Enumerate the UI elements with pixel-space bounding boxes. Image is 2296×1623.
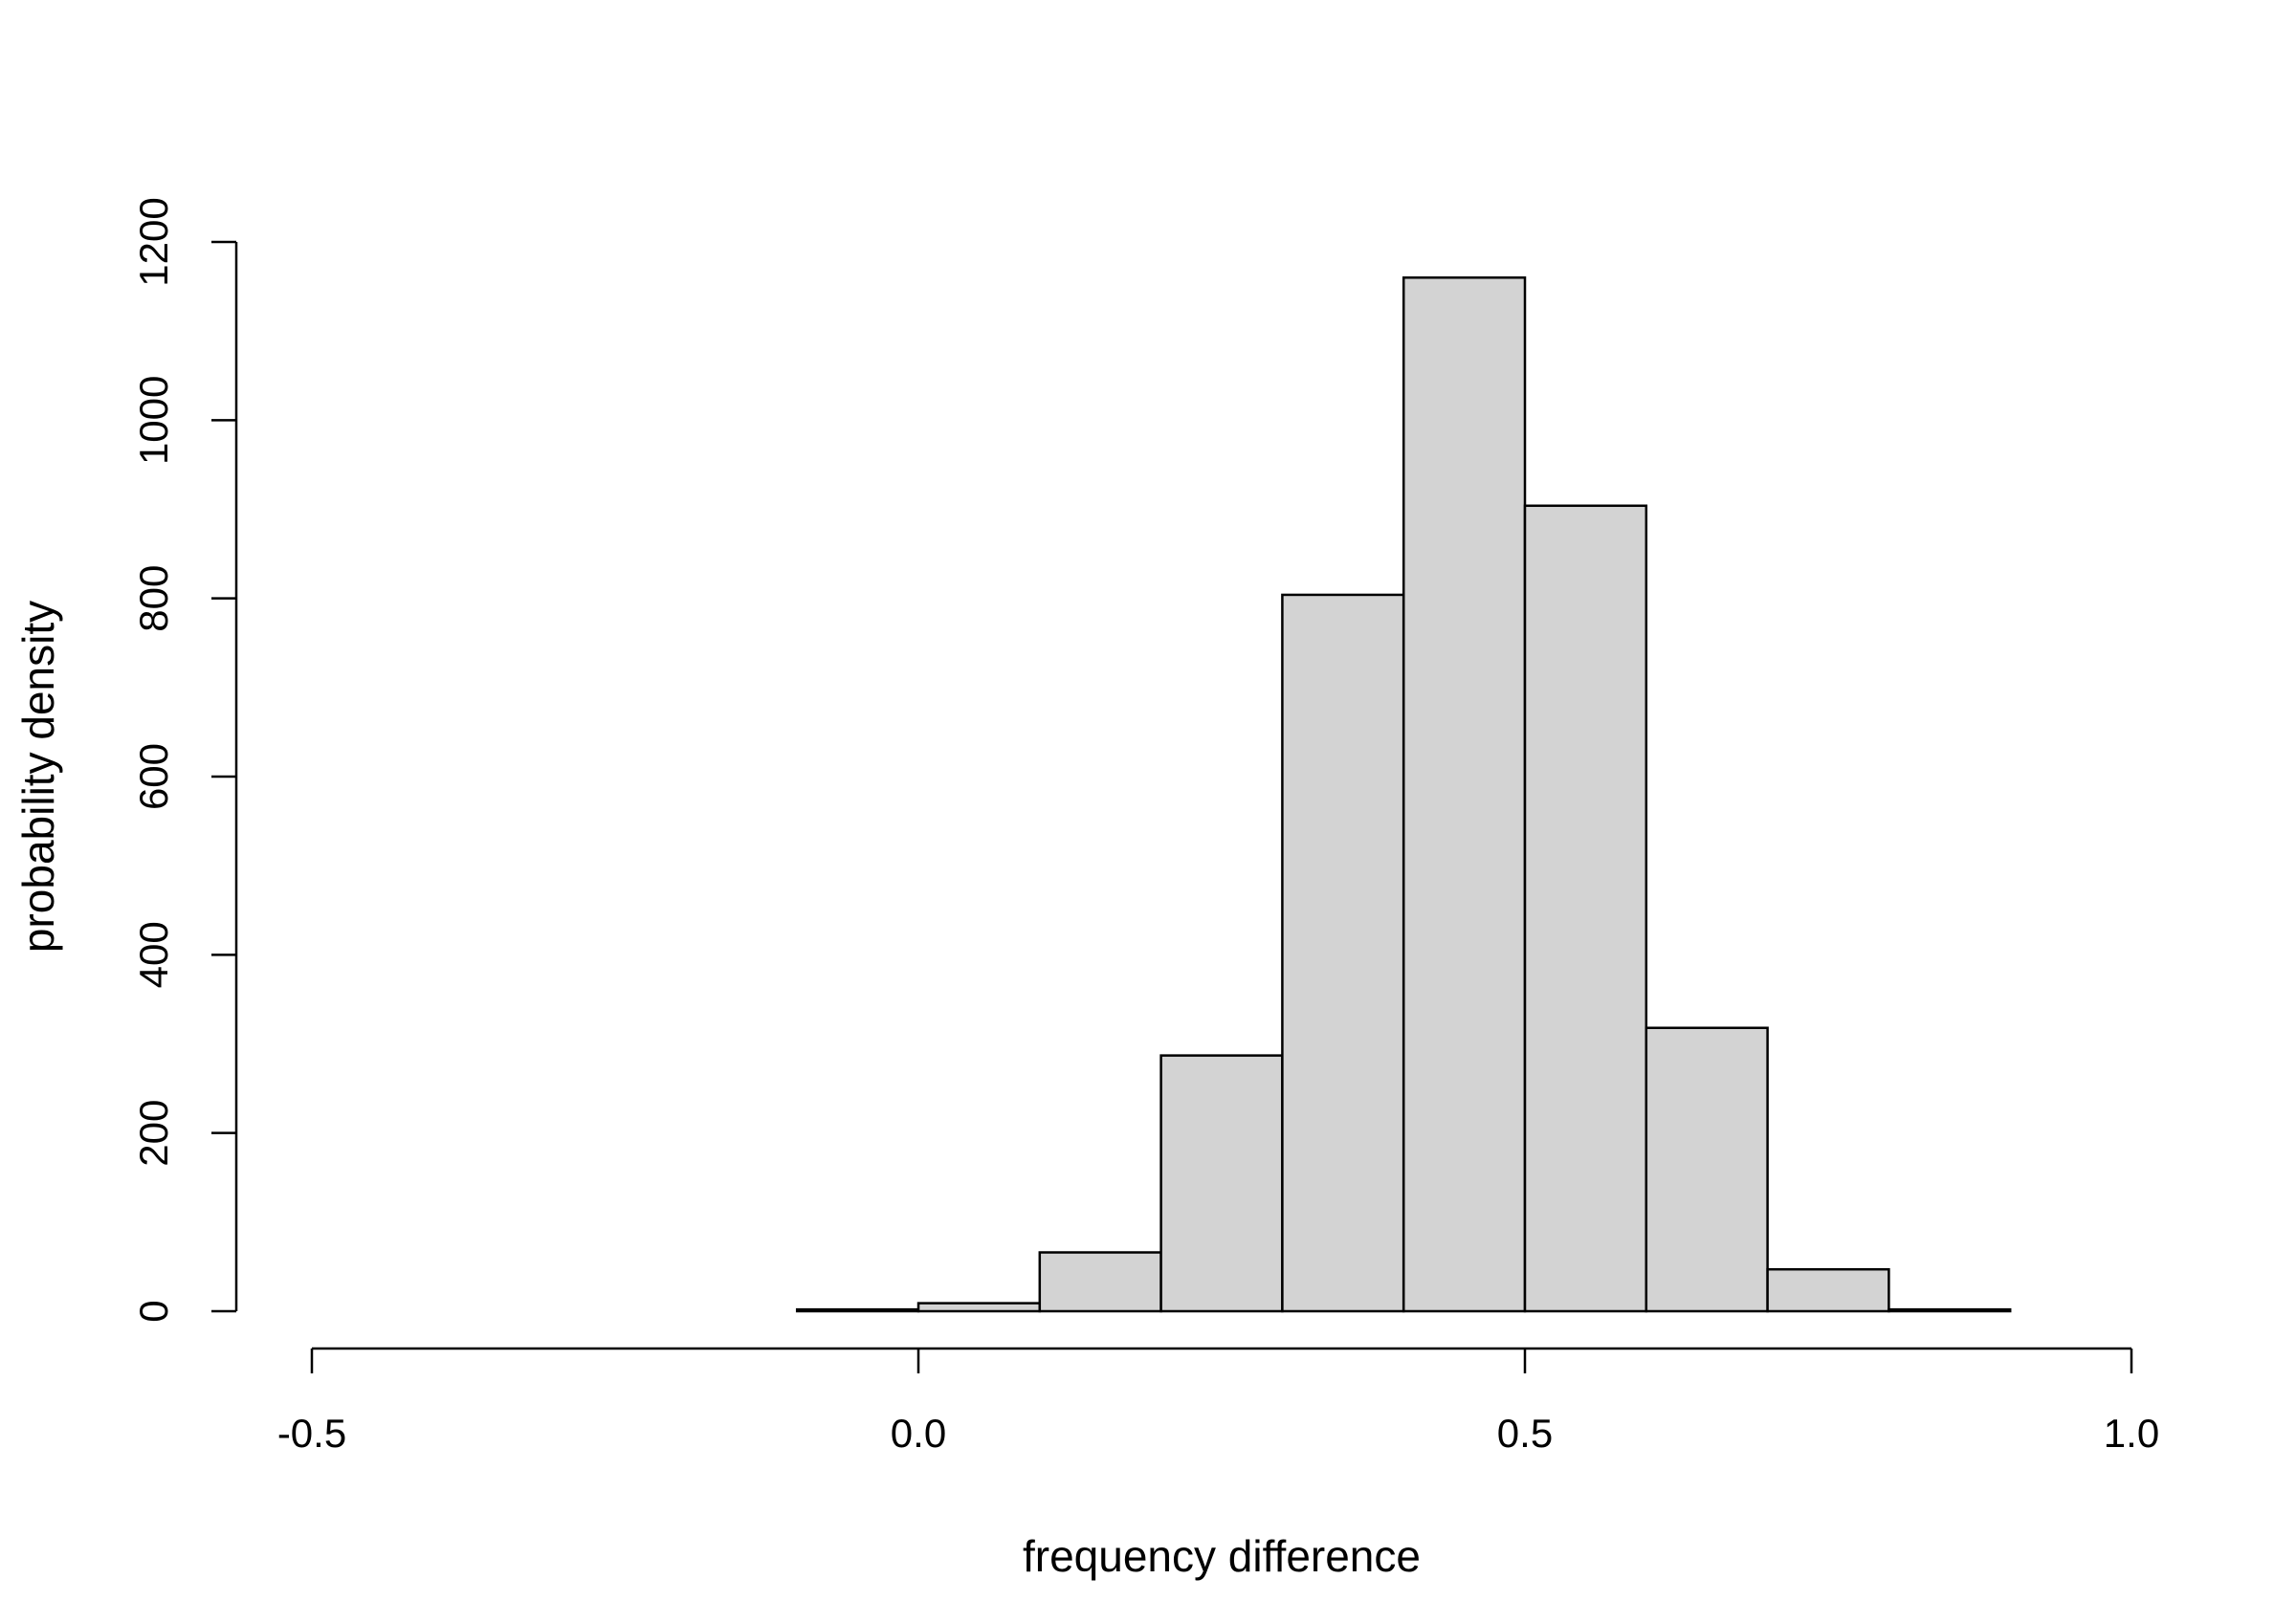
x-axis-title: frequency difference bbox=[1023, 1531, 1421, 1581]
histogram-bar bbox=[1888, 1307, 2012, 1313]
histogram-bar bbox=[916, 1302, 1042, 1313]
histogram-bar bbox=[1766, 1267, 1890, 1313]
histogram-bars bbox=[795, 276, 2012, 1313]
y-tick-label: 1000 bbox=[131, 376, 176, 465]
histogram-bar bbox=[1159, 1054, 1284, 1313]
histogram-bar bbox=[1523, 504, 1648, 1313]
histogram-bar bbox=[1281, 593, 1405, 1313]
y-axis: 0 200 400 600 800 1000 1200 bbox=[131, 197, 238, 1323]
x-tick-label: 1.0 bbox=[2104, 1411, 2159, 1456]
y-tick-label: 600 bbox=[131, 743, 176, 810]
y-tick-label: 0 bbox=[131, 1300, 176, 1322]
y-axis-title: probability density bbox=[13, 601, 63, 953]
y-tick-label: 200 bbox=[131, 1100, 176, 1167]
histogram-bar bbox=[1402, 276, 1527, 1313]
y-tick-label: 400 bbox=[131, 921, 176, 988]
histogram-bar bbox=[1038, 1251, 1162, 1313]
histogram-bar bbox=[795, 1307, 920, 1313]
x-tick-label: 0.0 bbox=[891, 1411, 946, 1456]
x-tick-label: 0.5 bbox=[1497, 1411, 1553, 1456]
x-tick-label: -0.5 bbox=[277, 1411, 346, 1456]
y-tick-label: 1200 bbox=[131, 197, 176, 286]
x-axis: -0.5 0.0 0.5 1.0 bbox=[277, 1347, 2159, 1456]
y-tick-label: 800 bbox=[131, 565, 176, 632]
histogram-bar bbox=[1645, 1026, 1769, 1313]
